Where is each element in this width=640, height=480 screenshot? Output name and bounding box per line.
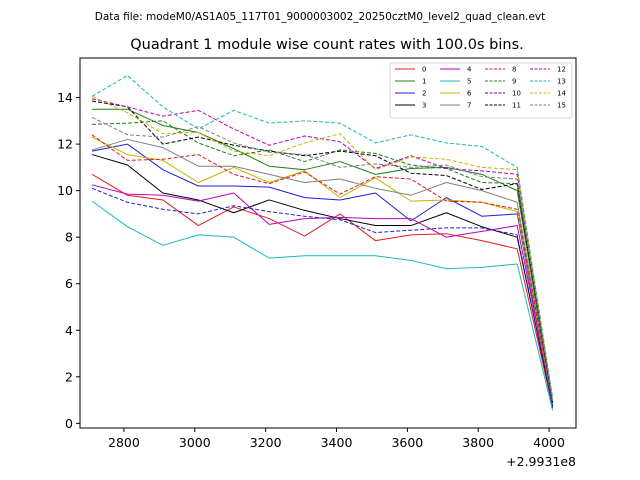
x-tick-label: 4000 (533, 435, 565, 450)
series-line-12 (91, 98, 554, 399)
legend-box (389, 62, 573, 119)
y-axis: 0 2 4 6 8 10 12 14 (57, 90, 80, 431)
y-tick-label: 14 (57, 90, 73, 105)
legend-label-8: 8 (512, 66, 516, 74)
x-tick-label: 3800 (462, 435, 494, 450)
x-offset-label: +2.9931e8 (506, 454, 576, 469)
series-line-3 (91, 154, 554, 406)
legend-label-6: 6 (467, 90, 472, 98)
plot-lines (91, 74, 554, 411)
legend-label-5: 5 (467, 78, 471, 86)
x-tick-label: 2800 (108, 435, 140, 450)
x-axis: 2800 3000 3200 3400 3600 3800 4000 (108, 428, 565, 450)
y-tick-label: 6 (65, 276, 73, 291)
x-tick-label: 3000 (179, 435, 211, 450)
series-line-10 (91, 187, 554, 406)
y-tick-label: 4 (65, 323, 73, 338)
series-line-9 (92, 120, 554, 401)
y-tick-label: 0 (65, 416, 73, 431)
legend-label-11: 11 (512, 102, 521, 110)
legend-label-10: 10 (512, 90, 521, 98)
x-tick-label: 3400 (321, 435, 353, 450)
legend-label-0: 0 (422, 66, 426, 74)
chart-title: Quadrant 1 module wise count rates with … (130, 37, 524, 53)
series-line-14 (91, 95, 554, 401)
legend-label-13: 13 (557, 78, 566, 86)
legend-label-3: 3 (422, 102, 426, 110)
legend-label-14: 14 (557, 90, 566, 98)
y-tick-label: 2 (65, 369, 73, 384)
x-tick-label: 3200 (250, 435, 282, 450)
series-line-8 (91, 134, 554, 403)
legend-label-15: 15 (557, 102, 566, 110)
legend-label-9: 9 (512, 78, 516, 86)
series-line-13 (91, 74, 554, 398)
series-line-1 (92, 108, 554, 403)
series-line-15 (91, 116, 554, 402)
legend-label-4: 4 (467, 66, 472, 74)
y-tick-label: 8 (65, 230, 73, 245)
suptitle: Data file: modeM0/AS1A05_117T01_90000030… (95, 11, 546, 23)
y-tick-label: 10 (57, 183, 73, 198)
series-line-5 (91, 200, 554, 411)
x-tick-label: 3600 (391, 435, 423, 450)
series-line-6 (91, 136, 554, 405)
plot-frame (79, 57, 577, 429)
series-line-0 (91, 173, 554, 408)
legend-label-2: 2 (422, 90, 426, 98)
series-line-2 (91, 143, 554, 409)
series-line-11 (91, 100, 554, 403)
series-line-7 (91, 138, 554, 405)
y-tick-label: 12 (57, 137, 73, 152)
legend-label-1: 1 (422, 78, 426, 86)
legend-label-12: 12 (557, 66, 566, 74)
legend-label-7: 7 (467, 102, 471, 110)
